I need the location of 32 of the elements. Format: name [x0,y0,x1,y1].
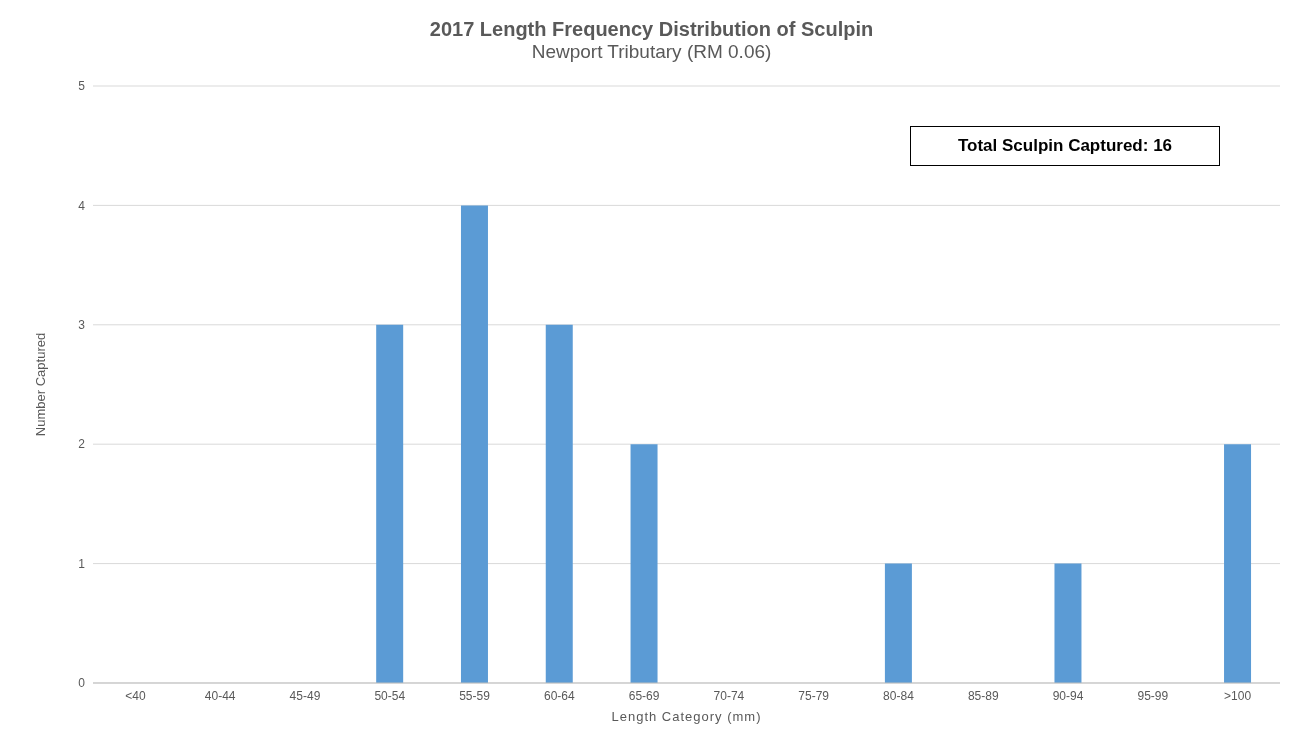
x-tick-label: 75-79 [798,688,830,703]
y-tick-label: 4 [78,198,86,213]
x-tick-label: 95-99 [1137,688,1169,703]
bar [545,324,573,683]
bar [376,324,404,683]
bar [1054,563,1082,683]
x-tick-label: 50-54 [374,688,406,703]
x-tick-label: 45-49 [289,688,321,703]
x-tick-label: 70-74 [713,688,745,703]
y-tick-label: 5 [78,79,86,94]
bar [630,444,658,683]
annotation: Total Sculpin Captured: 16 [957,136,1173,156]
x-tick-label: 85-89 [967,688,999,703]
x-tick-label: 65-69 [628,688,660,703]
y-tick-label: 0 [78,676,86,691]
x-tick-label: >100 [1224,688,1252,703]
x-tick-label: 40-44 [204,688,236,703]
x-axis-title: Length Category (mm) [611,709,762,724]
y-tick-label: 2 [78,437,86,452]
y-tick-label: 3 [78,318,86,333]
y-tick-label: 1 [78,556,86,571]
x-tick-label: 55-59 [459,688,491,703]
x-tick-label: 60-64 [543,688,575,703]
bar [1224,444,1252,683]
bar [884,563,912,683]
x-tick-label: 80-84 [883,688,915,703]
y-axis-title: Number Captured [32,332,48,437]
chart-title: 2017 Length Frequency Distribution of Sculpin [428,18,875,41]
chart-subtitle: Newport Tributary (RM 0.06) [530,41,773,63]
x-tick-label: <40 [125,688,146,703]
x-tick-label: 90-94 [1052,688,1084,703]
bar [460,205,488,683]
